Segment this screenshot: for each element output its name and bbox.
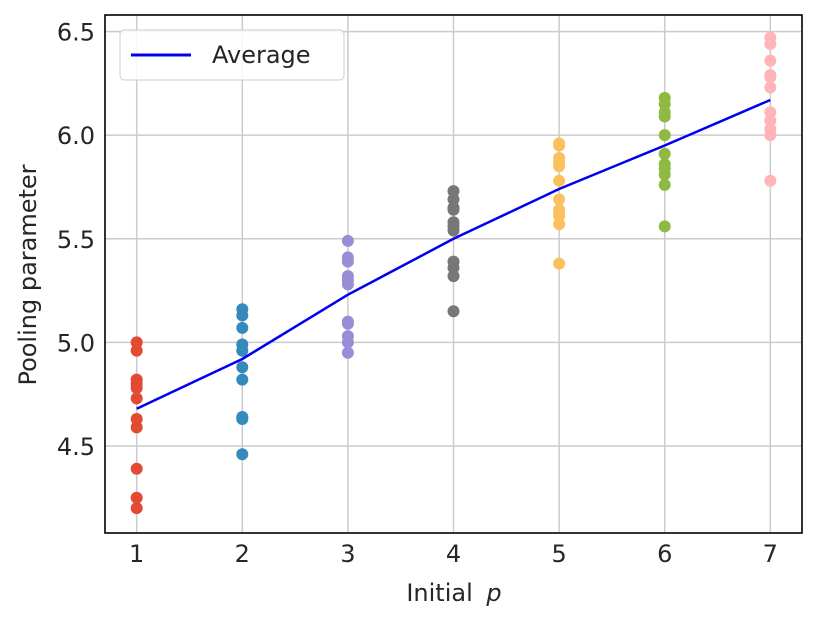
data-point: [130, 491, 143, 504]
data-point: [553, 193, 566, 206]
average-line-layer: [136, 98, 771, 410]
x-tick-labels: 1 2 3 4 5 6 7: [129, 540, 778, 568]
data-point: [553, 209, 566, 222]
series-6-points: [658, 91, 671, 233]
x-tick-label: 3: [340, 540, 355, 568]
data-point: [341, 346, 354, 359]
data-point: [447, 270, 460, 283]
data-point: [553, 174, 566, 187]
data-point: [658, 178, 671, 191]
data-point: [130, 462, 143, 475]
data-point: [341, 317, 354, 330]
data-point: [130, 344, 143, 357]
data-point: [236, 309, 249, 322]
data-point: [447, 203, 460, 216]
y-axis-label: Pooling parameter: [14, 164, 42, 385]
y-tick-label: 5.0: [57, 329, 95, 357]
legend-box: [119, 29, 345, 81]
data-point: [236, 373, 249, 386]
data-point: [658, 168, 671, 181]
data-point: [658, 147, 671, 160]
series-7-points: [764, 31, 777, 187]
data-point: [553, 160, 566, 173]
data-point: [447, 261, 460, 274]
series-3-points: [341, 234, 354, 359]
data-point: [236, 413, 249, 426]
data-point: [764, 106, 777, 119]
y-tick-label: 6.0: [57, 122, 95, 150]
data-point: [764, 54, 777, 67]
data-point: [764, 174, 777, 187]
x-tick-label: 7: [763, 540, 778, 568]
data-point: [553, 257, 566, 270]
data-point: [341, 234, 354, 247]
x-axis-label-variable: p: [485, 579, 501, 607]
series-1-points: [130, 336, 143, 515]
data-point: [236, 448, 249, 461]
data-point: [130, 502, 143, 515]
x-axis-label-text: Initial: [406, 579, 472, 607]
data-points: [130, 31, 777, 515]
data-point: [236, 344, 249, 357]
y-tick-label: 4.5: [57, 433, 95, 461]
y-tick-labels: 4.5 5.0 5.5 6.0 6.5: [57, 19, 95, 461]
data-point: [658, 220, 671, 233]
data-point: [764, 81, 777, 94]
data-point: [658, 98, 671, 111]
x-tick-label: 4: [446, 540, 461, 568]
data-point: [130, 413, 143, 426]
series-4-points: [447, 185, 460, 318]
data-point: [236, 361, 249, 374]
data-point: [658, 110, 671, 123]
data-point: [341, 336, 354, 349]
x-tick-label: 2: [235, 540, 250, 568]
data-point: [764, 114, 777, 127]
average-line: [136, 98, 771, 410]
data-point: [764, 129, 777, 142]
data-point: [341, 255, 354, 268]
data-point: [447, 185, 460, 198]
data-point: [130, 392, 143, 405]
data-point: [447, 193, 460, 206]
x-tick-label: 6: [657, 540, 672, 568]
data-point: [553, 218, 566, 231]
series-2-points: [236, 303, 249, 461]
data-point: [764, 38, 777, 51]
data-point: [130, 421, 143, 434]
data-point: [447, 224, 460, 237]
plot-frame: [104, 14, 803, 534]
y-tick-label: 6.5: [57, 19, 95, 47]
data-point: [658, 129, 671, 142]
legend-average-label: Average: [212, 41, 311, 69]
data-point: [130, 336, 143, 349]
x-axis-label: Initial p: [406, 579, 501, 607]
data-point: [236, 321, 249, 334]
x-tick-label: 1: [129, 540, 144, 568]
data-point: [130, 381, 143, 394]
data-point: [553, 139, 566, 152]
series-5-points: [553, 137, 566, 270]
legend: Average: [119, 29, 345, 81]
y-tick-label: 5.5: [57, 226, 95, 254]
x-tick-label: 5: [551, 540, 566, 568]
data-point: [341, 278, 354, 291]
data-point: [447, 305, 460, 318]
data-point: [764, 71, 777, 84]
